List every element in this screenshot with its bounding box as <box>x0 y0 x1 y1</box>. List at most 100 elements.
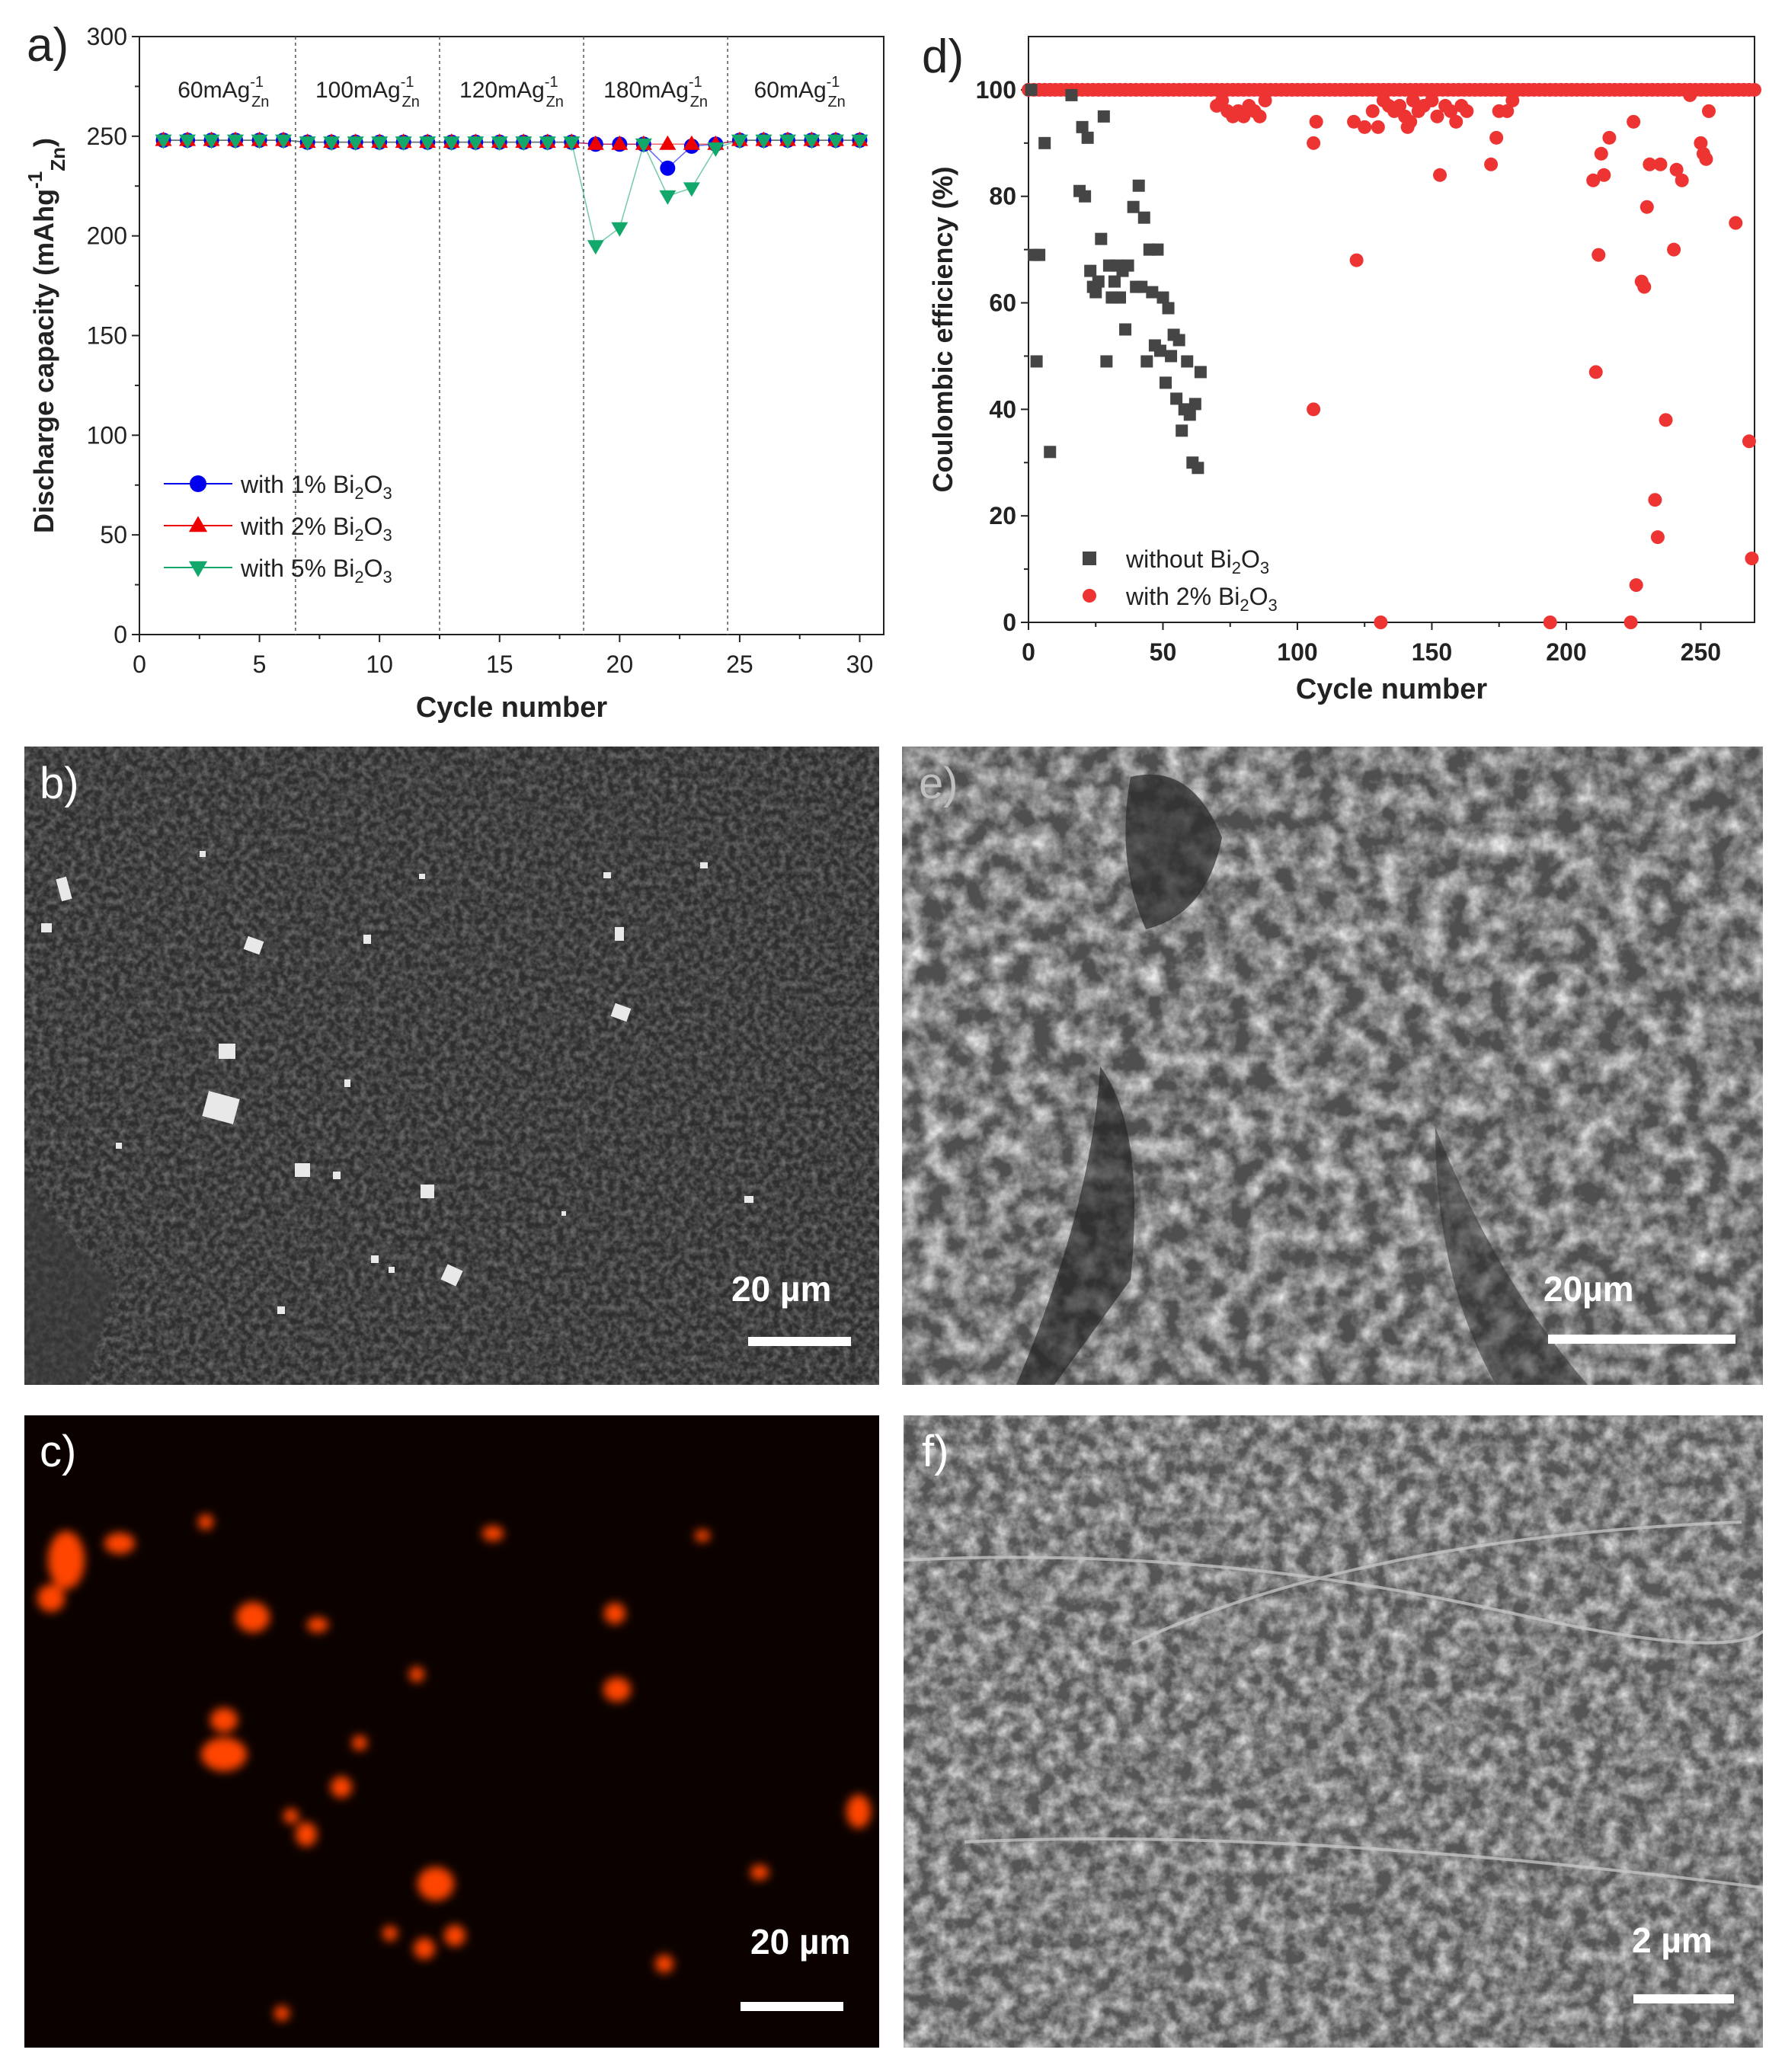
legend-label-a-0: with 1% Bi2O3 <box>240 471 392 503</box>
point-d-grey-9 <box>1079 190 1092 203</box>
point-a-2-6 <box>299 136 316 152</box>
point-a-2-13 <box>467 136 485 152</box>
point-d-grey-49 <box>1188 398 1201 411</box>
point-d-red-60 <box>1667 242 1681 257</box>
point-d-red-55 <box>1643 157 1657 171</box>
y-tick-label-a-5: 250 <box>87 123 127 150</box>
point-a-2-28 <box>827 134 844 149</box>
point-a-0-21 <box>660 160 676 176</box>
y-tick-label-a-6: 300 <box>87 23 127 50</box>
x-tick-label-d-5: 250 <box>1681 638 1721 666</box>
y-tick-label-d-2: 40 <box>989 395 1016 423</box>
point-d-grey-8 <box>1076 120 1089 133</box>
rate-label-0: 60mAg-1 Zn <box>178 74 269 110</box>
point-d-grey-20 <box>1108 275 1121 288</box>
point-d-red-49 <box>1623 616 1638 629</box>
point-d-red-33 <box>1444 104 1458 118</box>
x-tick-label-a-2: 10 <box>366 651 393 678</box>
point-a-2-26 <box>779 134 796 149</box>
point-d-red-56 <box>1648 493 1662 507</box>
point-d-grey-17 <box>1100 355 1113 368</box>
scale-bar-label-b: 20 µm <box>731 1269 832 1309</box>
legend-label-d-1: with 2% Bi2O3 <box>1125 583 1278 615</box>
rate-label-1: 100mAg-1 Zn <box>315 74 420 110</box>
point-d-red-47 <box>1597 168 1611 182</box>
point-d-red-16 <box>1365 104 1380 118</box>
point-a-2-9 <box>371 136 389 152</box>
point-a-2-4 <box>251 134 268 149</box>
point-d-grey-15 <box>1095 232 1108 245</box>
point-d-red-46 <box>1594 146 1608 161</box>
point-d-grey-31 <box>1140 355 1153 368</box>
point-a-1-22 <box>683 135 700 150</box>
x-tick-label-d-3: 150 <box>1412 638 1452 666</box>
point-d-grey-43 <box>1172 334 1185 347</box>
legend-label-d-0: without Bi2O3 <box>1125 545 1269 577</box>
point-d-red-5 <box>1236 109 1251 123</box>
point-a-2-12 <box>443 136 460 152</box>
point-a-2-1 <box>179 134 197 149</box>
point-d-grey-47 <box>1183 408 1196 421</box>
y-tick-label-d-1: 20 <box>989 502 1016 529</box>
point-d-red-48 <box>1602 130 1617 145</box>
legend-marker-d-1 <box>1083 589 1096 603</box>
point-d-grey-28 <box>1132 179 1145 192</box>
point-a-2-16 <box>539 136 556 152</box>
x-tick-label-a-1: 5 <box>253 651 267 678</box>
point-d-red-31 <box>1433 168 1448 182</box>
panel-label-c: c) <box>40 1427 77 1476</box>
scale-bar-label-c: 20 µm <box>750 1922 851 1962</box>
point-a-2-11 <box>419 136 437 152</box>
point-d-red-12 <box>1307 402 1321 417</box>
point-d-grey-35 <box>1151 243 1164 256</box>
point-d-red-58 <box>1653 157 1668 171</box>
point-a-2-3 <box>227 134 245 149</box>
rate-label-2: 120mAg-1 Zn <box>459 74 564 110</box>
point-d-grey-36 <box>1153 344 1166 357</box>
rate-label-3: 180mAg-1 Zn <box>603 74 708 110</box>
point-d-red-38 <box>1489 130 1504 145</box>
point-a-2-25 <box>755 134 773 149</box>
point-a-2-19 <box>611 222 629 237</box>
point-d-red-64 <box>1694 136 1708 150</box>
point-d-grey-14 <box>1092 275 1105 288</box>
panel-label-a: a) <box>27 19 69 72</box>
y-tick-label-a-3: 150 <box>87 322 127 350</box>
series-line-a-0 <box>163 139 860 169</box>
point-d-red-34 <box>1449 114 1464 129</box>
sem-image-f <box>904 1415 1763 2048</box>
point-d-grey-51 <box>1194 366 1207 379</box>
point-d-grey-46 <box>1181 355 1194 368</box>
point-d-red-22 <box>1393 98 1407 113</box>
point-d-grey-6 <box>1065 88 1078 101</box>
point-d-grey-24 <box>1119 323 1132 336</box>
point-d-red-62 <box>1675 173 1689 187</box>
point-d-grey-38 <box>1160 376 1172 389</box>
point-d-grey-22 <box>1114 291 1127 304</box>
legend-marker-a-2 <box>188 561 208 577</box>
x-tick-label-d-4: 200 <box>1546 638 1586 666</box>
point-d-red-69 <box>1742 434 1756 449</box>
point-d-grey-39 <box>1162 302 1175 315</box>
point-a-2-15 <box>515 136 533 152</box>
x-tick-label-a-6: 30 <box>846 651 874 678</box>
point-d-red-25 <box>1403 114 1418 129</box>
point-d-red-66 <box>1699 152 1713 166</box>
point-a-2-27 <box>803 134 821 149</box>
point-a-2-5 <box>275 134 293 149</box>
point-d-grey-29 <box>1135 280 1148 293</box>
point-d-grey-10 <box>1081 131 1094 144</box>
point-a-2-17 <box>563 136 581 152</box>
point-d-grey-42 <box>1170 392 1183 405</box>
legend-label-a-1: with 2% Bi2O3 <box>240 513 392 545</box>
x-tick-label-a-4: 20 <box>606 651 634 678</box>
plot-frame-d <box>1028 36 1755 623</box>
rate-label-4: 60mAg-1 Zn <box>754 74 846 110</box>
point-d-grey-16 <box>1097 110 1110 123</box>
x-tick-label-a-5: 25 <box>726 651 753 678</box>
point-d-red-17 <box>1371 120 1385 134</box>
point-d-grey-30 <box>1137 211 1150 224</box>
point-d-grey-40 <box>1165 350 1178 363</box>
x-tick-label-a-3: 15 <box>486 651 513 678</box>
point-d-grey-0 <box>1025 83 1038 96</box>
